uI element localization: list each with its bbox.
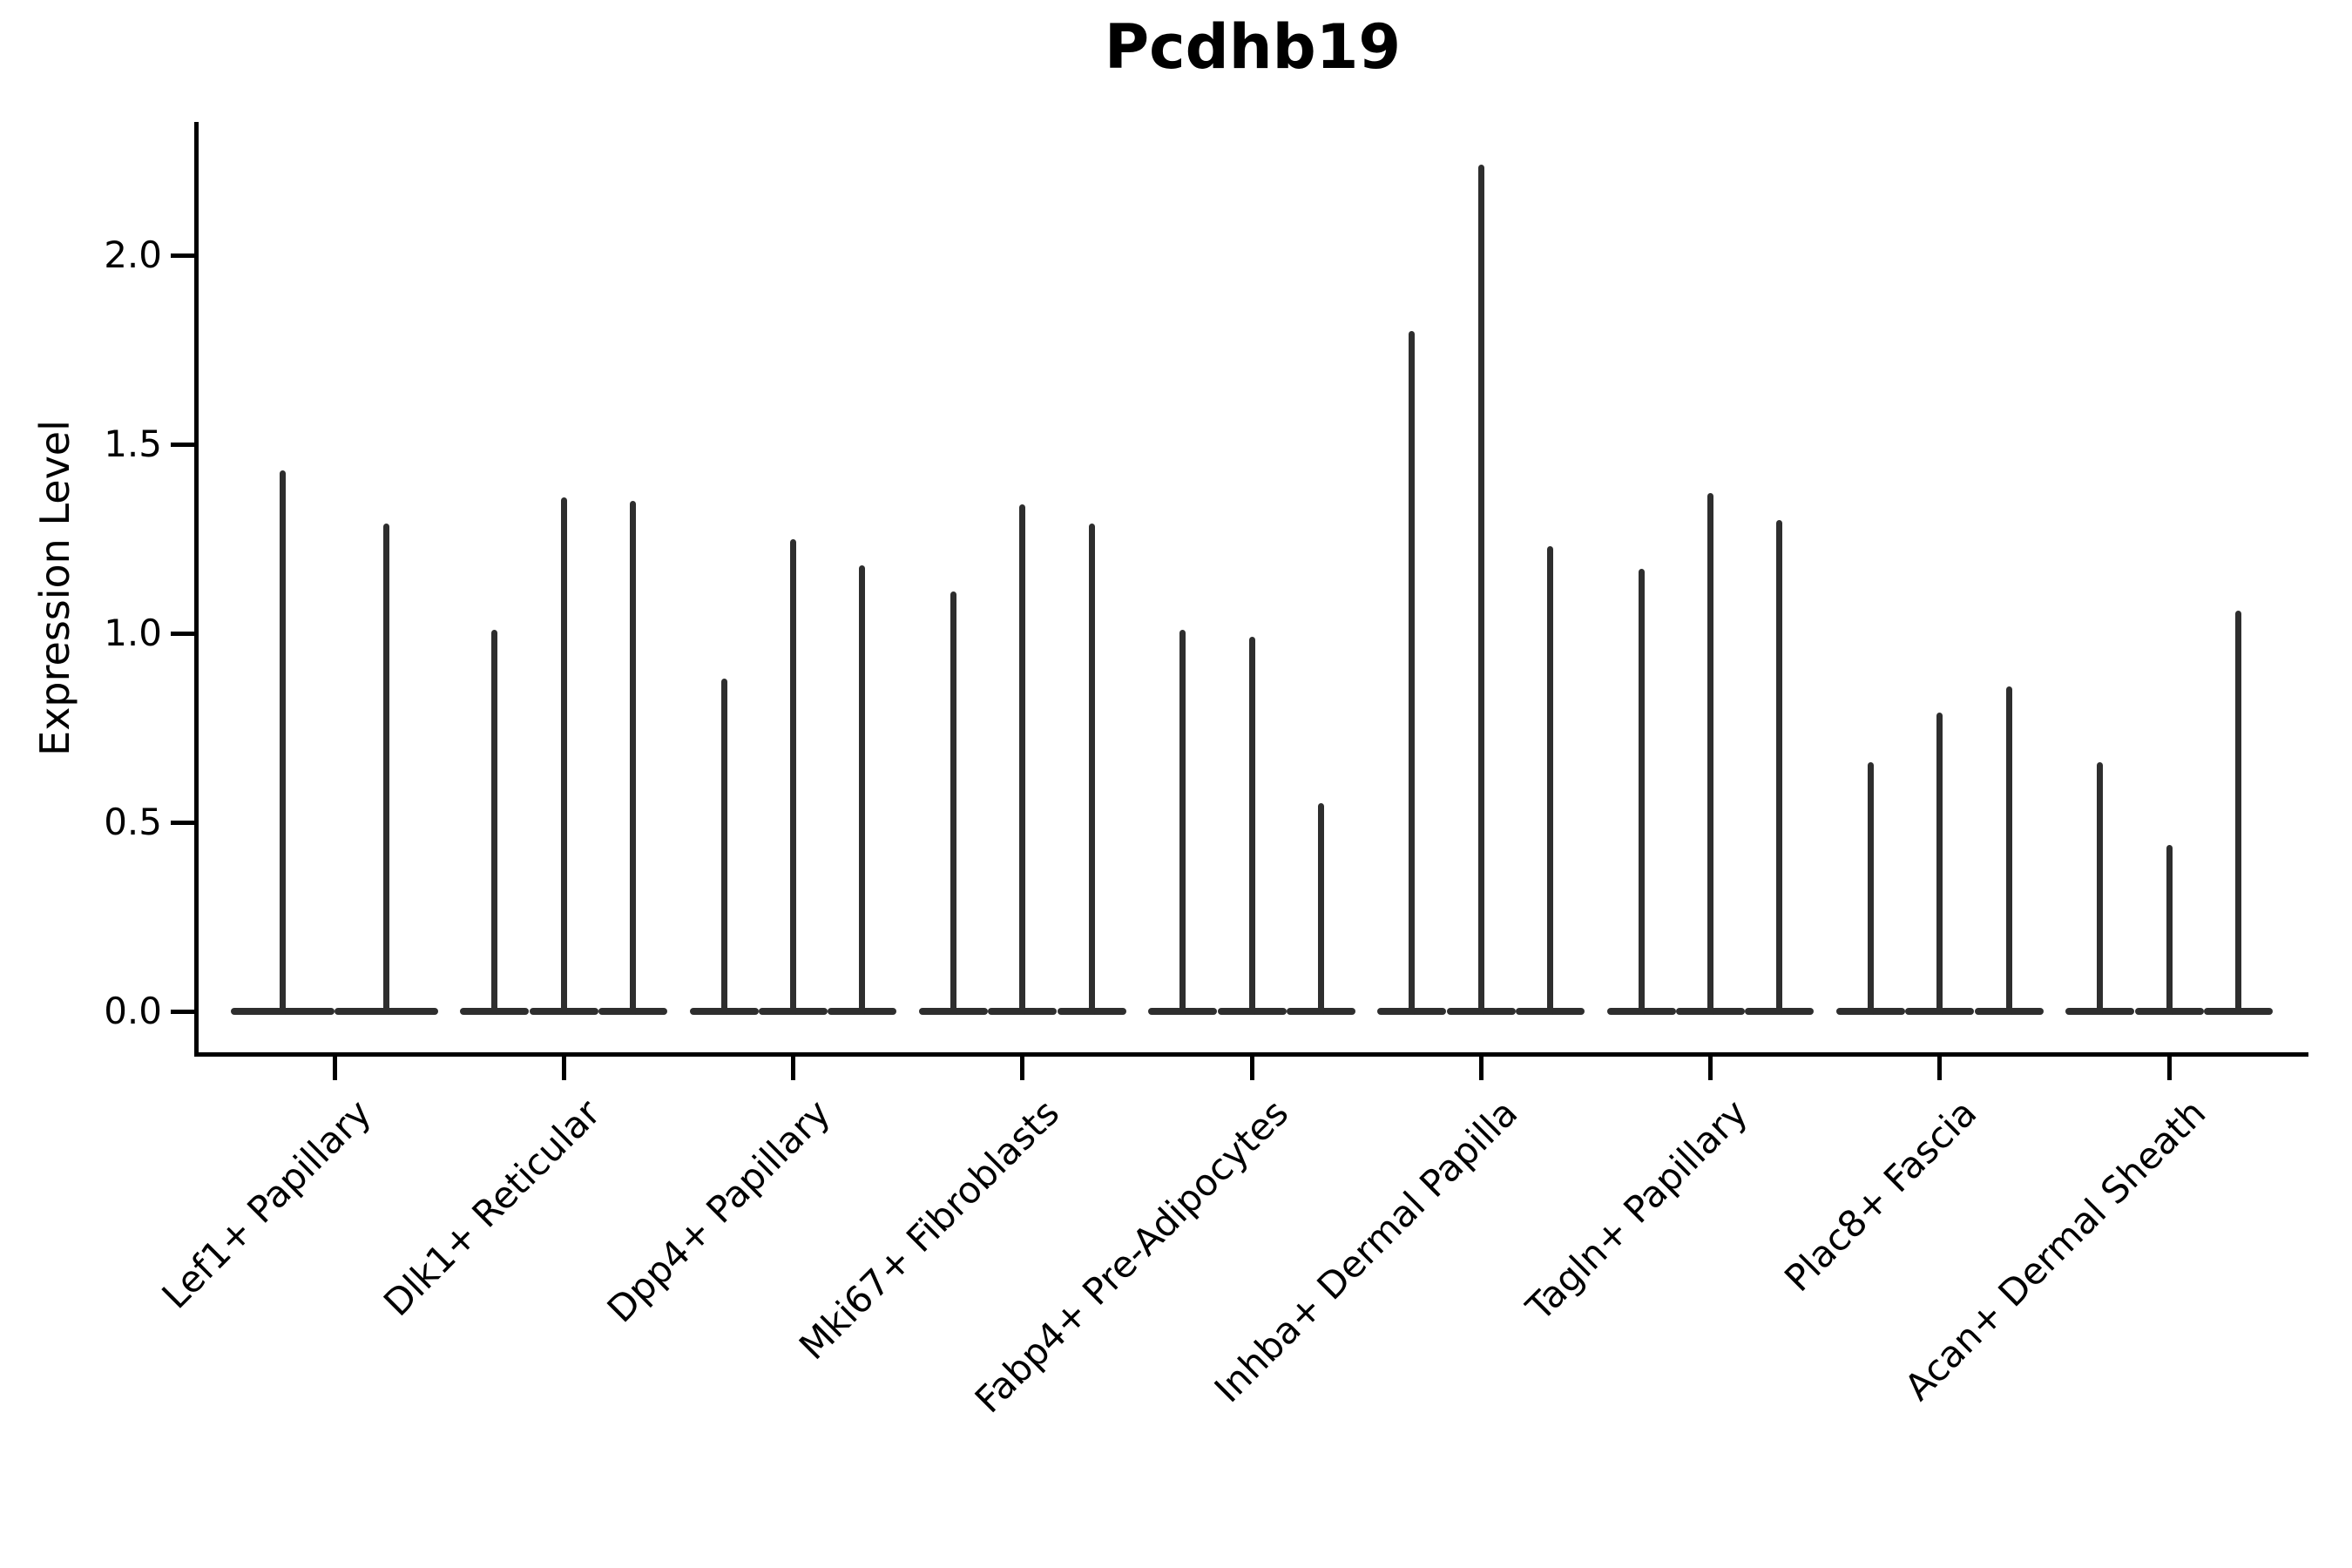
x-tick-mark — [1249, 1057, 1254, 1080]
violin-spike — [790, 538, 796, 1015]
y-axis-spine — [194, 122, 199, 1057]
violin-spike — [383, 524, 389, 1015]
y-tick-mark — [171, 820, 194, 825]
x-tick-mark — [1020, 1057, 1025, 1080]
violin-spike — [2097, 761, 2104, 1015]
violin-spike — [491, 629, 498, 1015]
y-tick-mark — [171, 442, 194, 447]
violin-spike — [1317, 803, 1324, 1015]
violin-spike — [1248, 637, 1255, 1015]
violin-spike — [1409, 330, 1416, 1015]
y-tick-label: 1.5 — [104, 422, 162, 465]
violin-spike — [1477, 164, 1484, 1015]
x-tick-mark — [561, 1057, 566, 1080]
x-tick-mark — [2166, 1057, 2172, 1080]
violin-spike — [1638, 569, 1645, 1015]
y-tick-mark — [171, 253, 194, 258]
violin-spike — [1776, 519, 1783, 1015]
x-axis-spine — [194, 1052, 2308, 1057]
violin-spike — [630, 501, 637, 1015]
y-tick-label: 1.0 — [104, 612, 162, 654]
x-tick-mark — [1478, 1057, 1484, 1080]
y-tick-mark — [171, 631, 194, 636]
violin-spike — [1867, 761, 1874, 1015]
violin-spike — [1707, 493, 1713, 1015]
y-tick-label: 2.0 — [104, 233, 162, 276]
x-tick-mark — [332, 1057, 337, 1080]
y-tick-label: 0.5 — [104, 801, 162, 843]
plot-title: Pcdhb19 — [1104, 11, 1402, 83]
violin-spike — [950, 591, 956, 1015]
x-tick-mark — [791, 1057, 795, 1080]
violin-spike — [1019, 504, 1026, 1015]
violin-spike — [280, 470, 286, 1015]
violin-spike — [560, 497, 567, 1015]
violin-spike — [2234, 610, 2241, 1015]
violin-spike — [1547, 546, 1554, 1015]
violin-spike — [1936, 713, 1943, 1015]
violin-spike — [720, 679, 727, 1015]
violin-spike — [2005, 686, 2012, 1015]
x-tick-mark — [1937, 1057, 1943, 1080]
violin-spike — [859, 564, 866, 1015]
violin-spike — [1088, 524, 1095, 1015]
y-tick-mark — [171, 1009, 194, 1014]
x-tick-mark — [1708, 1057, 1713, 1080]
violin-spike — [1179, 629, 1186, 1015]
y-tick-label: 0.0 — [104, 990, 162, 1032]
violin-spike — [2166, 845, 2173, 1015]
